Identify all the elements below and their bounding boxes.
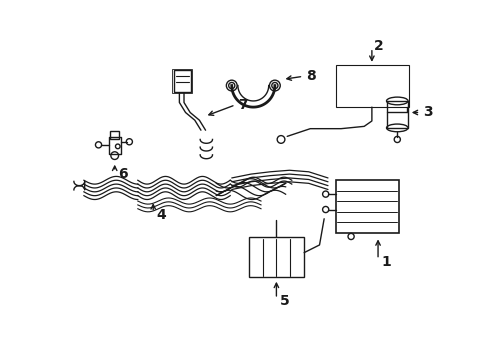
Text: 1: 1 bbox=[381, 255, 391, 269]
Bar bbox=[335, 180, 398, 233]
Text: 3: 3 bbox=[422, 105, 431, 120]
Bar bbox=[172, 69, 192, 93]
Text: 6: 6 bbox=[118, 167, 127, 181]
Bar bbox=[248, 237, 304, 277]
Bar bbox=[386, 101, 407, 128]
Text: 8: 8 bbox=[305, 69, 315, 83]
Bar bbox=[174, 70, 190, 92]
Bar bbox=[110, 131, 119, 139]
Text: 4: 4 bbox=[156, 208, 166, 222]
Text: 2: 2 bbox=[373, 39, 383, 53]
Bar bbox=[108, 137, 121, 154]
Text: 7: 7 bbox=[238, 98, 247, 112]
Bar bbox=[335, 65, 408, 107]
Text: 5: 5 bbox=[279, 294, 288, 308]
